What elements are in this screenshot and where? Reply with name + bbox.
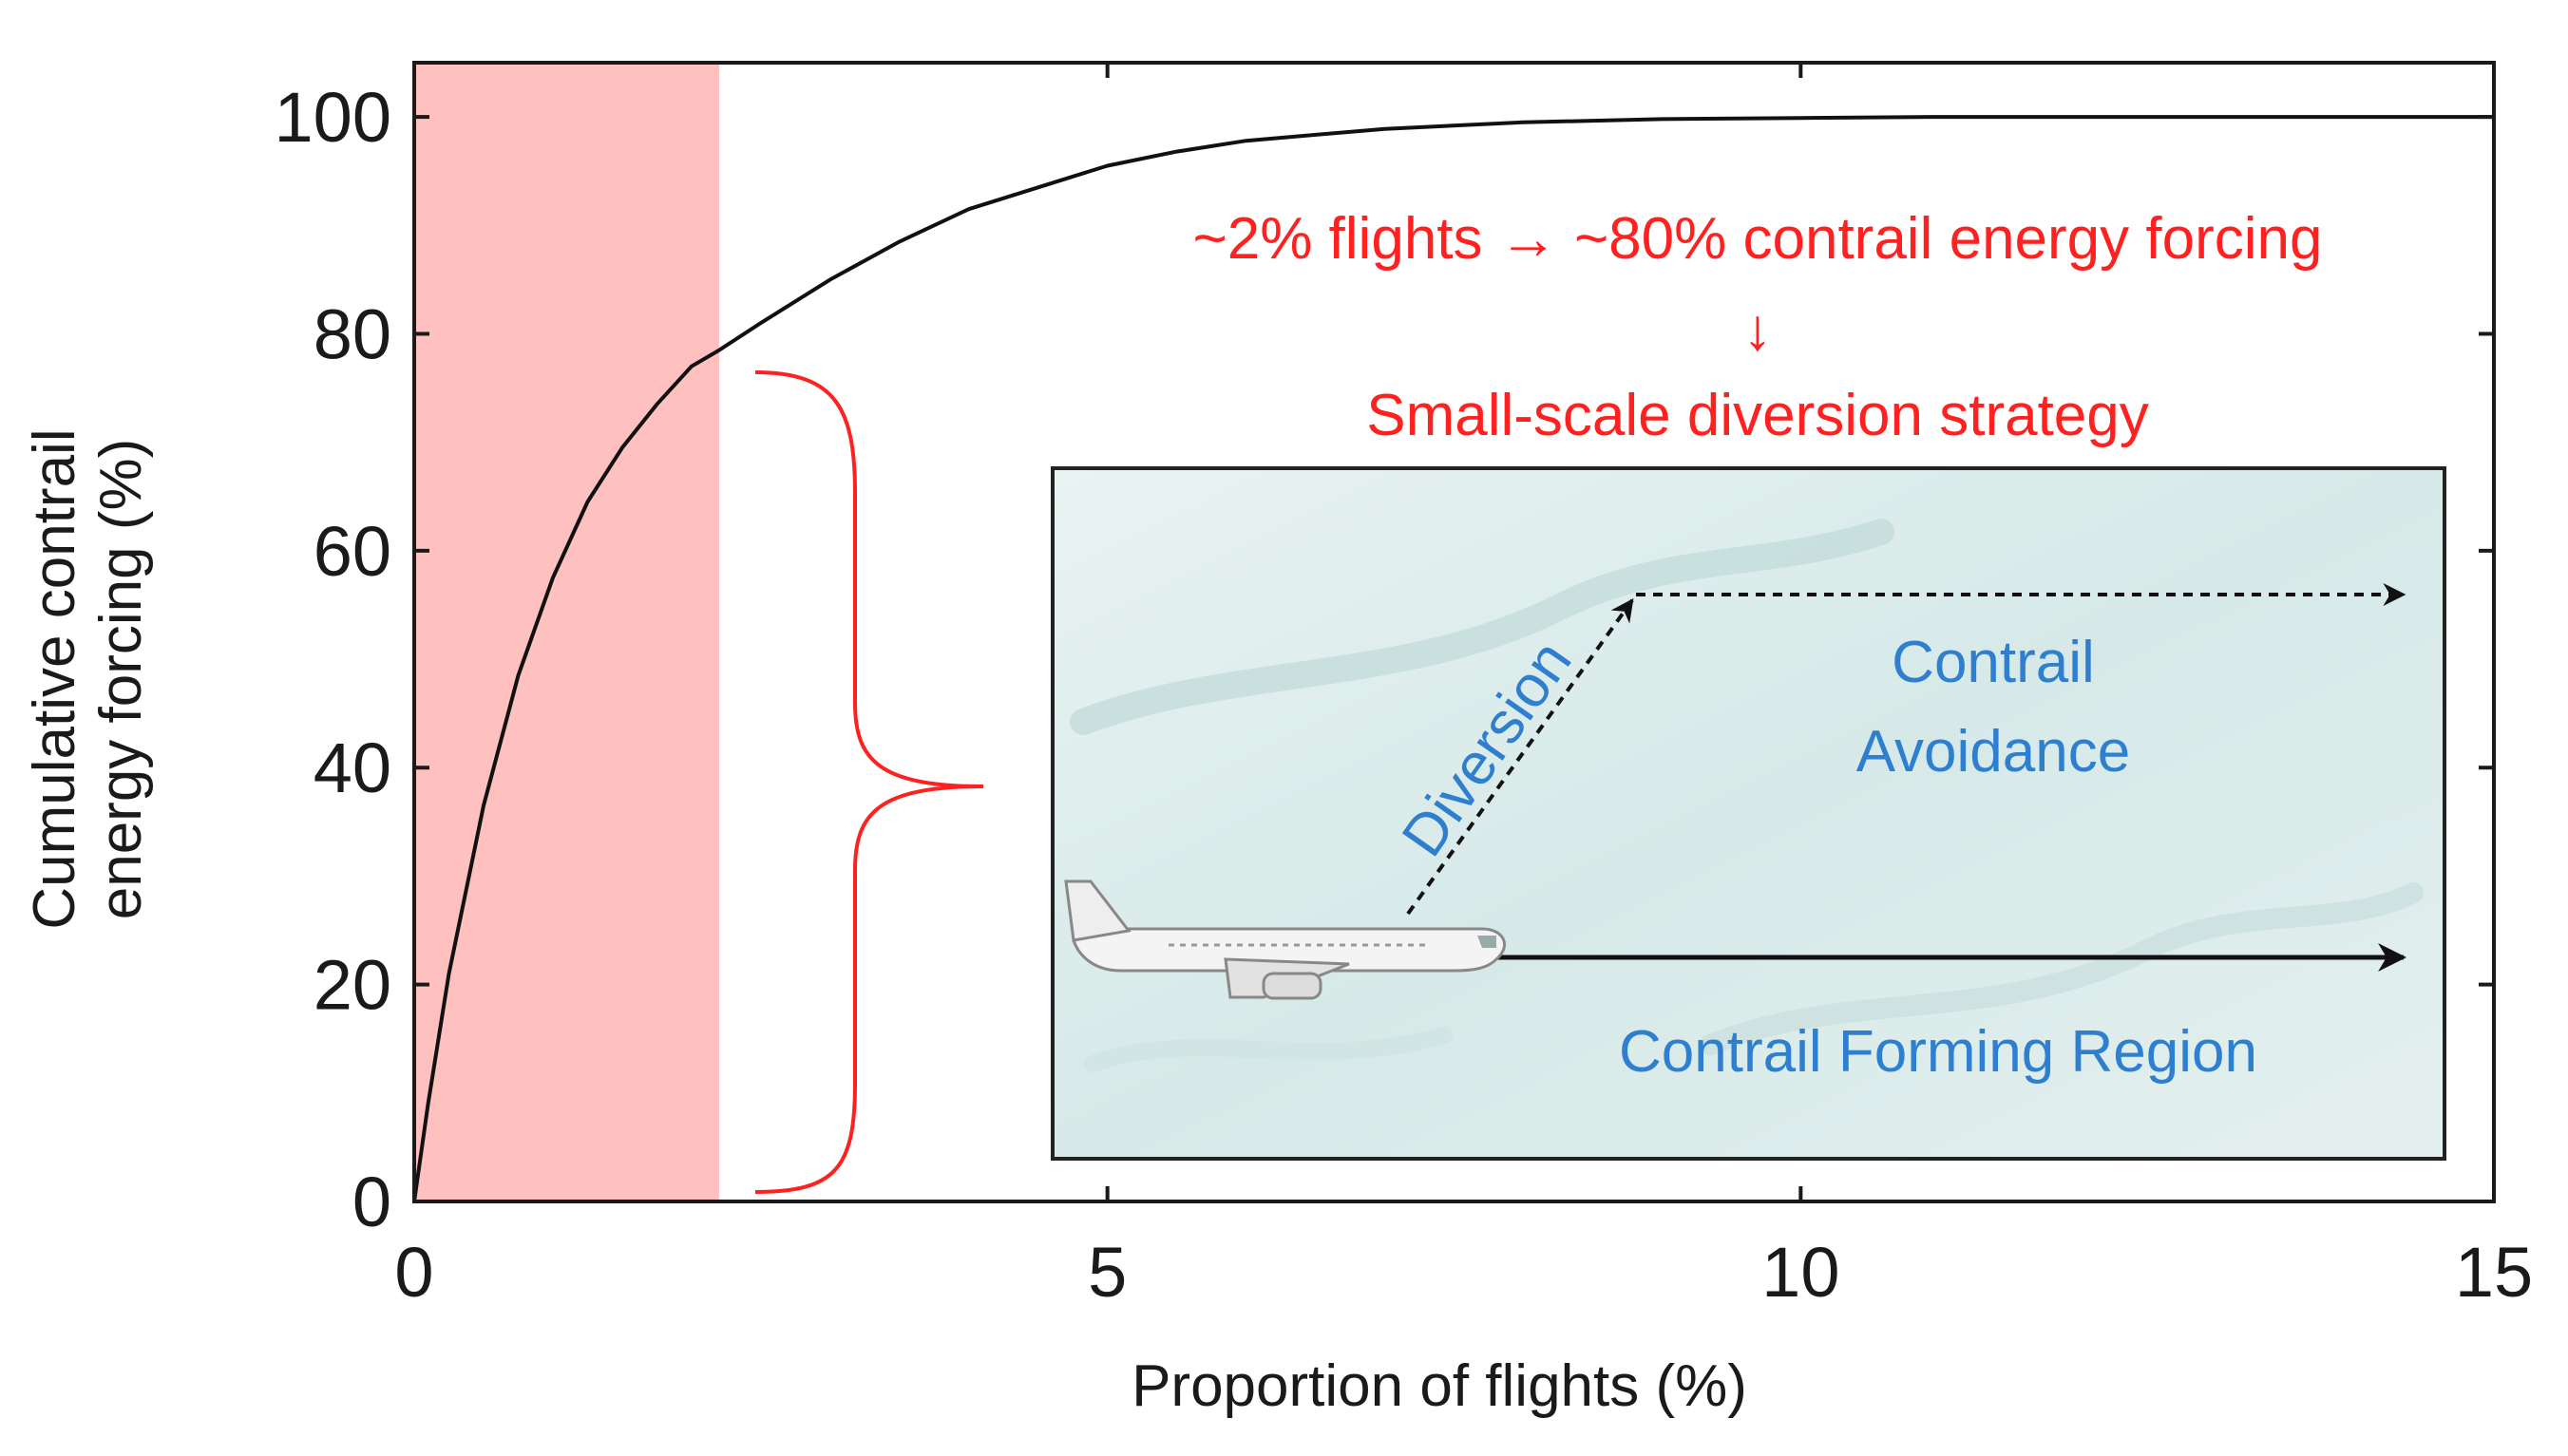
diversion-arrow — [1406, 598, 1634, 916]
series-line-0 — [412, 115, 2494, 1202]
forming-region-label: Contrail Forming Region — [1619, 1019, 2257, 1085]
y-tick-label: 80 — [314, 294, 391, 373]
y-tick-label: 60 — [314, 512, 391, 591]
x-axis-ticks: 0 5 10 15 — [394, 63, 2533, 1312]
y-axis-title-line1: Cumulative contrail — [22, 428, 87, 929]
cloud-wisp — [1084, 1027, 1453, 1072]
y-tick-label: 100 — [275, 78, 391, 157]
curly-brace — [754, 370, 984, 1194]
highlight-band — [414, 63, 720, 1201]
x-tick-label: 0 — [394, 1233, 433, 1312]
x-tick-label: 15 — [2455, 1233, 2533, 1312]
avoidance-label-line2: Avoidance — [1856, 719, 2130, 785]
x-tick-label: 5 — [1088, 1233, 1127, 1312]
plot-frame — [412, 61, 2496, 1203]
series-layer — [412, 115, 2494, 1202]
x-tick-label: 10 — [1761, 1233, 1839, 1312]
avoidance-label-line1: Contrail — [1892, 630, 2095, 695]
annotation-arrow: ↓ — [1743, 297, 1773, 363]
annotation-line2: Small-scale diversion strategy — [1366, 383, 2149, 448]
airplane-icon — [1064, 879, 1507, 1000]
diversion-inset: Diversion Contrail Avoidance Contrail Fo… — [1051, 466, 2446, 1161]
annotation-line1: ~2% flights → ~80% contrail energy forci… — [1193, 206, 2323, 272]
y-axis-ticks: 0 20 40 60 80 100 — [275, 78, 2494, 1241]
y-axis-title-line2: energy forcing (%) — [88, 439, 154, 920]
cloud-wisp — [1070, 519, 1894, 735]
y-tick-label: 20 — [314, 946, 391, 1025]
y-tick-label: 40 — [314, 728, 391, 807]
y-tick-label: 0 — [352, 1163, 391, 1241]
cloud-wisp — [1700, 882, 2424, 1055]
x-axis-title: Proportion of flights (%) — [1132, 1353, 1747, 1419]
y-axis-title: Cumulative contrail energy forcing (%) — [22, 428, 154, 929]
